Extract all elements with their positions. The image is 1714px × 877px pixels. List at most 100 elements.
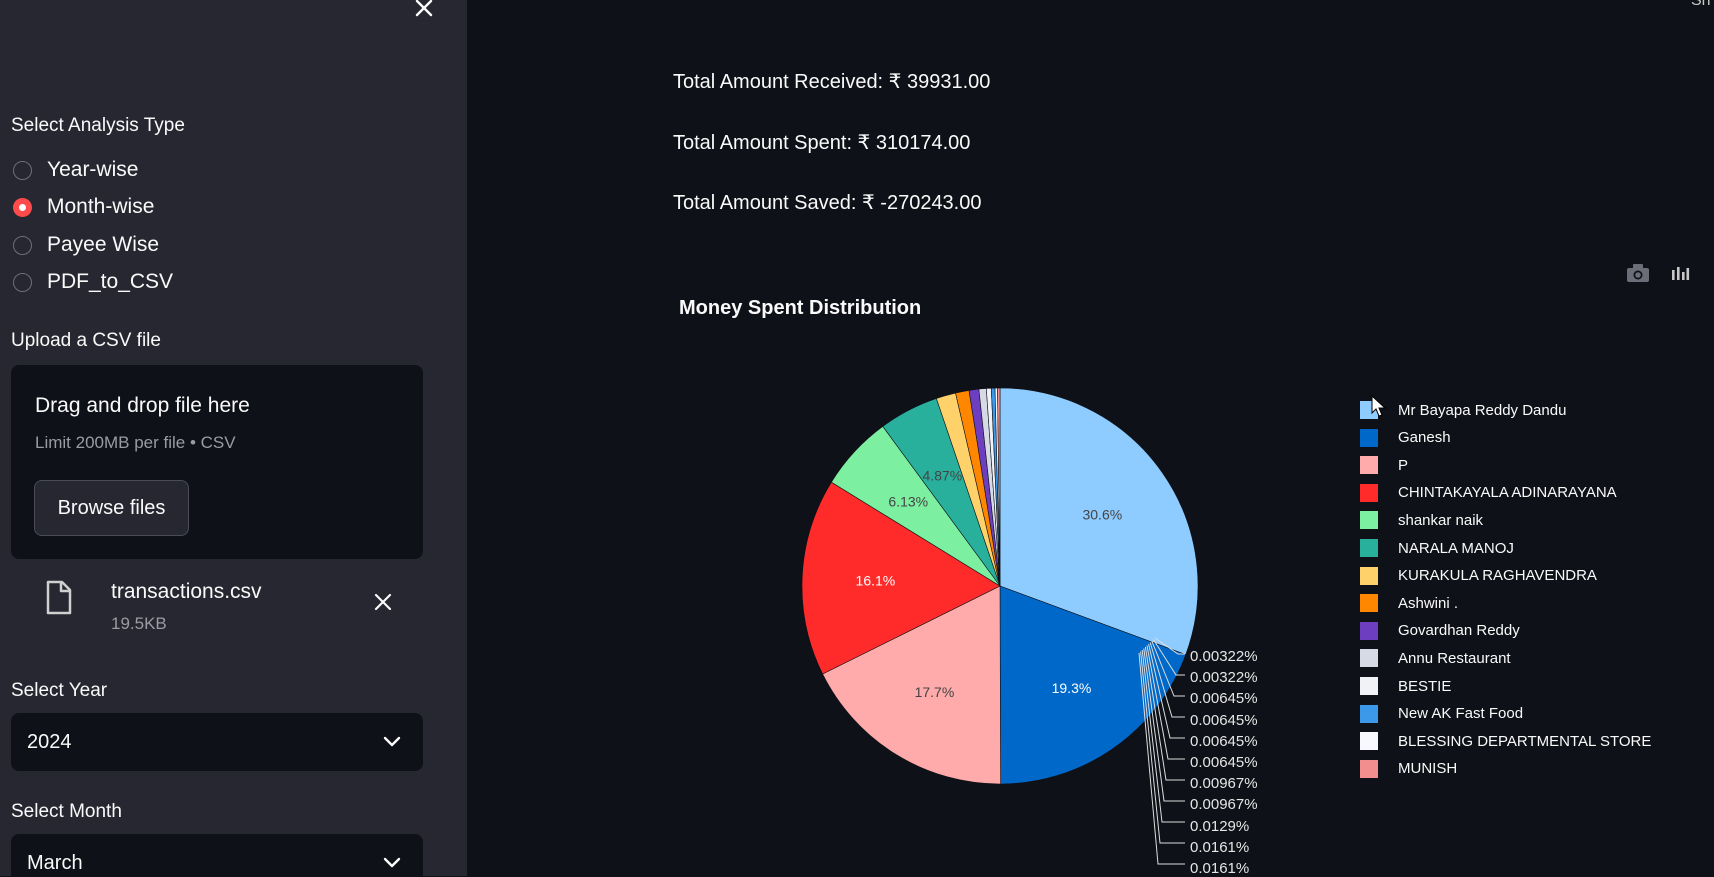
legend-swatch <box>1360 677 1378 695</box>
radio-label: Year-wise <box>47 158 139 181</box>
radio-pdf-to-csv[interactable]: PDF_to_CSV <box>13 267 173 297</box>
small-slice-label: 0.0129% <box>1190 817 1250 835</box>
slice-label: 19.3% <box>1052 680 1092 696</box>
dropzone-title: Drag and drop file here <box>35 394 250 417</box>
dropzone-limit: Limit 200MB per file • CSV <box>35 433 236 452</box>
small-slice-label: 0.00967% <box>1190 796 1258 814</box>
slice-label: 4.87% <box>923 467 963 483</box>
file-dropzone[interactable]: Drag and drop file here Limit 200MB per … <box>11 365 423 559</box>
slice-label: 6.13% <box>888 493 928 509</box>
legend-swatch <box>1360 428 1378 447</box>
radio-button[interactable] <box>13 235 32 255</box>
legend-label: MUNISH <box>1398 760 1458 778</box>
legend-label: Ashwini . <box>1398 594 1459 612</box>
leader-line <box>1151 640 1185 697</box>
file-size: 19.5KB <box>111 614 167 633</box>
legend-label: NARALA MANOJ <box>1398 539 1514 557</box>
file-name: transactions.csv <box>111 580 262 603</box>
pie-slice-0[interactable] <box>999 387 1199 655</box>
month-label: Select Month <box>11 801 122 822</box>
chevron-down-icon <box>383 736 401 747</box>
total-received: Total Amount Received: ₹ 39931.00 <box>673 71 991 93</box>
radio-year-wise[interactable]: Year-wise <box>13 155 138 185</box>
year-label: Select Year <box>11 680 108 701</box>
small-slice-label: 0.00322% <box>1190 669 1258 687</box>
legend-item[interactable]: Govardhan Reddy <box>1360 620 1520 642</box>
legend-item[interactable]: Ganesh <box>1360 427 1451 449</box>
radio-label: Payee Wise <box>47 233 160 256</box>
radio-month-wise[interactable]: Month-wise <box>13 192 154 222</box>
legend-swatch <box>1360 483 1378 502</box>
leader-line <box>1149 642 1185 718</box>
legend-item[interactable]: MUNISH <box>1360 758 1457 780</box>
pie-slice-13[interactable] <box>997 387 1001 587</box>
camera-icon[interactable] <box>1625 262 1651 284</box>
legend-item[interactable]: NARALA MANOJ <box>1360 537 1514 559</box>
legend-label: KURAKULA RAGHAVENDRA <box>1398 567 1597 585</box>
chart-title: Money Spent Distribution <box>679 297 922 319</box>
radio-button-selected[interactable] <box>13 197 32 217</box>
pie-slice-2[interactable] <box>822 585 1001 785</box>
leader-line <box>1154 637 1185 655</box>
total-saved: Total Amount Saved: ₹ -270243.00 <box>673 192 982 214</box>
pie-slice-3[interactable] <box>801 481 1001 675</box>
legend-swatch <box>1360 511 1378 530</box>
pie-chart: 30.6% 19.3% 17.7% 16.1% 6.13% 4.87% <box>801 387 1199 865</box>
small-slice-label: 0.00645% <box>1190 732 1258 750</box>
leader-line <box>1144 646 1185 781</box>
sidebar: Select Analysis Type Year-wise Month-wis… <box>0 0 467 876</box>
legend-item[interactable]: Annu Restaurant <box>1360 647 1511 669</box>
legend-item[interactable]: shankar naik <box>1360 509 1483 531</box>
leader-line <box>1141 649 1185 823</box>
browse-files-button[interactable]: Browse files <box>34 480 189 536</box>
legend-item[interactable]: Mr Bayapa Reddy Dandu <box>1360 399 1566 421</box>
upload-label: Upload a CSV file <box>11 330 161 351</box>
legend-label: Ganesh <box>1398 429 1451 447</box>
legend-label: Annu Restaurant <box>1398 649 1511 667</box>
year-select[interactable]: 2024 <box>11 713 423 771</box>
remove-file-icon[interactable] <box>371 590 395 614</box>
legend-label: CHINTAKAYALA ADINARAYANA <box>1398 484 1617 502</box>
small-slice-label: 0.00322% <box>1190 648 1258 665</box>
legend-item[interactable]: New AK Fast Food <box>1360 703 1523 725</box>
legend-label: shankar naik <box>1398 511 1484 529</box>
small-slice-label: 0.00645% <box>1190 690 1258 708</box>
legend-swatch <box>1360 456 1378 475</box>
leader-line <box>1138 652 1185 865</box>
legend-label: BESTIE <box>1398 677 1452 695</box>
legend-item[interactable]: KURAKULA RAGHAVENDRA <box>1360 565 1597 587</box>
legend-item[interactable]: P <box>1360 454 1408 476</box>
radio-button[interactable] <box>13 272 32 292</box>
slice-label: 30.6% <box>1082 507 1122 523</box>
small-slice-label: 0.0161% <box>1190 838 1250 856</box>
slice-label: 16.1% <box>856 572 896 588</box>
legend-label: Govardhan Reddy <box>1398 622 1520 640</box>
legend-item[interactable]: Ashwini . <box>1360 592 1458 614</box>
legend-swatch <box>1360 621 1378 640</box>
radio-button[interactable] <box>13 160 32 180</box>
close-icon <box>415 0 433 17</box>
legend-label: New AK Fast Food <box>1398 705 1524 723</box>
plotly-logo-icon[interactable] <box>1670 264 1690 282</box>
small-slice-label: 0.00645% <box>1190 754 1258 771</box>
month-select[interactable]: March <box>11 834 423 876</box>
small-slice-label: 0.00645% <box>1190 711 1258 729</box>
legend-item[interactable]: BLESSING DEPARTMENTAL STORE <box>1360 730 1651 752</box>
legend-swatch <box>1360 732 1378 751</box>
legend-swatch <box>1360 759 1378 778</box>
radio-label: Month-wise <box>47 195 155 218</box>
leader-line <box>1143 648 1185 802</box>
analysis-type-label: Select Analysis Type <box>11 115 185 136</box>
pie-slice-1[interactable] <box>999 585 1187 785</box>
legend-swatch <box>1360 704 1378 723</box>
close-sidebar-button[interactable] <box>410 0 438 22</box>
month-select-value: March <box>27 851 83 874</box>
radio-payee-wise[interactable]: Payee Wise <box>13 230 159 260</box>
legend-item[interactable]: CHINTAKAYALA ADINARAYANA <box>1360 482 1617 504</box>
share-button[interactable]: Sh <box>1691 0 1711 9</box>
legend-item[interactable]: BESTIE <box>1360 675 1451 697</box>
leader-line <box>1152 639 1185 676</box>
legend-label: P <box>1398 456 1409 474</box>
leader-line <box>1140 651 1185 844</box>
legend-swatch <box>1360 566 1378 585</box>
